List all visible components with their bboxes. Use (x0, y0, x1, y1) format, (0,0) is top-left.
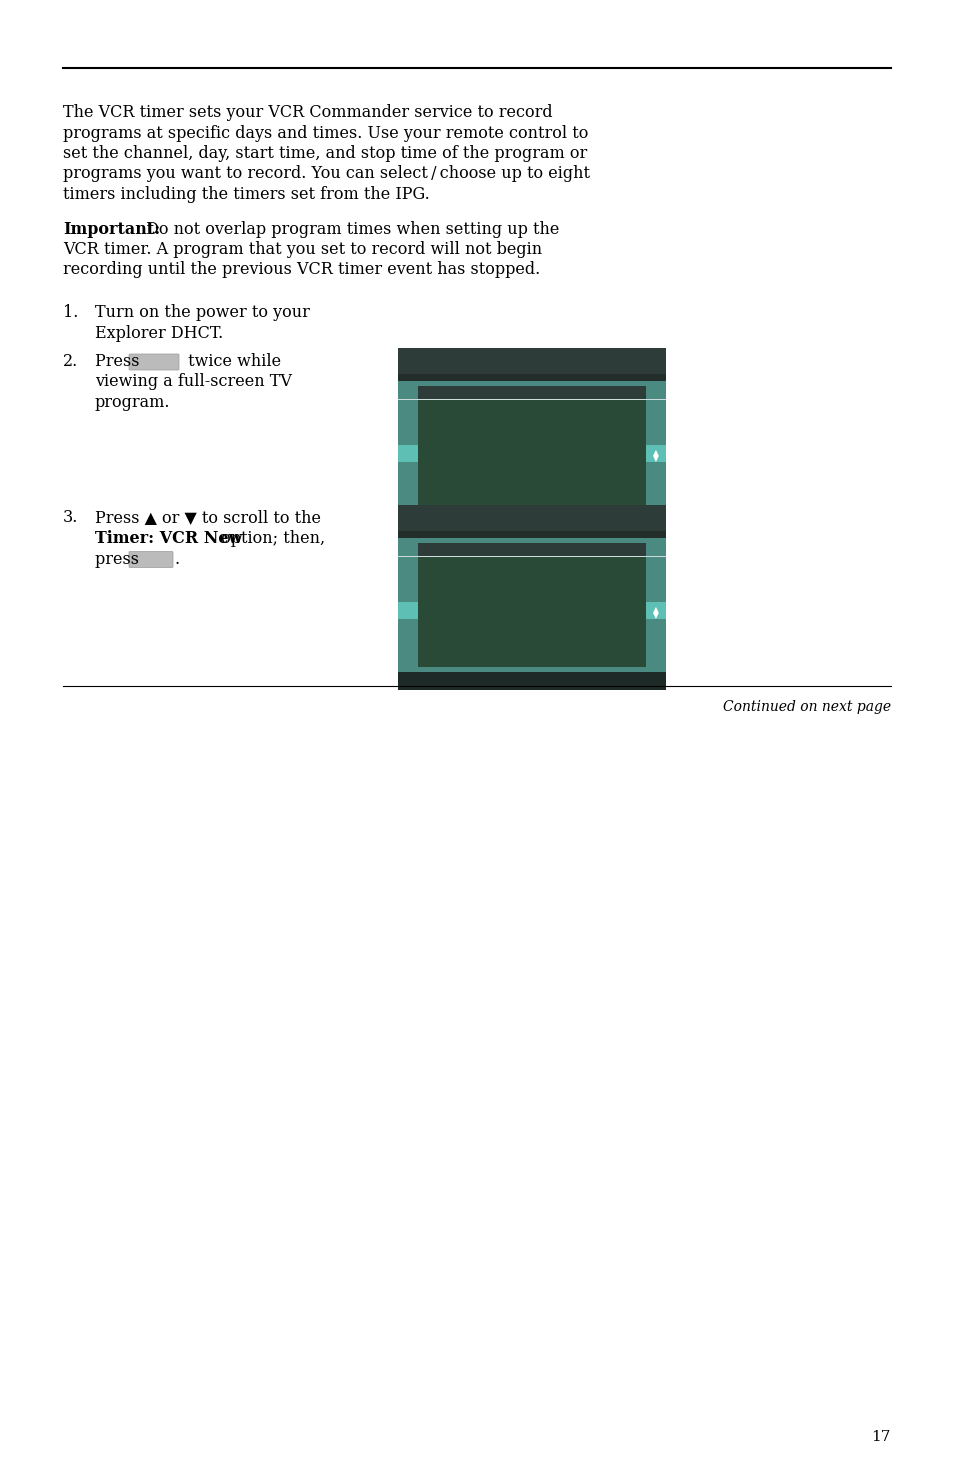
Bar (417, 445, 645, 462)
Text: The VCR timer sets your VCR Commander service to record: The VCR timer sets your VCR Commander se… (63, 105, 552, 121)
Bar (397, 531, 665, 537)
Text: program.: program. (95, 394, 171, 412)
Text: 17: 17 (871, 1429, 890, 1444)
Text: Important:: Important: (63, 220, 160, 237)
Bar (397, 510, 665, 515)
Bar (417, 556, 645, 667)
Text: ▲: ▲ (653, 448, 659, 457)
Text: .: . (174, 550, 180, 568)
Bar (417, 543, 645, 556)
Text: 1.: 1. (63, 304, 78, 322)
Text: Timer: VCR New: Timer: VCR New (95, 530, 242, 547)
Text: VCR timer. A program that you set to record will not begin: VCR timer. A program that you set to rec… (63, 240, 541, 258)
Bar (397, 543, 665, 556)
Bar (397, 515, 665, 532)
Bar (417, 386, 645, 400)
Text: ▼: ▼ (653, 454, 659, 463)
Text: twice while: twice while (183, 353, 281, 370)
Text: set the channel, day, start time, and stop time of the program or: set the channel, day, start time, and st… (63, 145, 587, 162)
Bar (397, 348, 665, 375)
Bar (397, 400, 665, 510)
Bar (397, 671, 665, 689)
Text: Press: Press (95, 353, 145, 370)
Text: programs you want to record. You can select / choose up to eight: programs you want to record. You can sel… (63, 165, 589, 183)
Text: Do not overlap program times when setting up the: Do not overlap program times when settin… (141, 220, 558, 237)
Text: option; then,: option; then, (215, 530, 325, 547)
Bar (397, 537, 665, 543)
Text: press: press (95, 550, 144, 568)
Text: Turn on the power to your: Turn on the power to your (95, 304, 310, 322)
Bar (397, 375, 665, 381)
Bar (397, 667, 665, 671)
Text: viewing a full-screen TV: viewing a full-screen TV (95, 373, 292, 391)
Bar (397, 602, 665, 618)
Text: ▲: ▲ (653, 605, 659, 614)
Text: Continued on next page: Continued on next page (722, 701, 890, 714)
Text: 2.: 2. (63, 353, 78, 370)
Text: Explorer DHCT.: Explorer DHCT. (95, 324, 223, 342)
Bar (417, 400, 645, 510)
Text: timers including the timers set from the IPG.: timers including the timers set from the… (63, 186, 429, 204)
Text: programs at specific days and times. Use your remote control to: programs at specific days and times. Use… (63, 124, 588, 142)
Bar (397, 386, 665, 400)
Text: recording until the previous VCR timer event has stopped.: recording until the previous VCR timer e… (63, 261, 539, 279)
Bar (417, 602, 645, 618)
Bar (397, 504, 665, 531)
Bar (397, 556, 665, 667)
Text: 3.: 3. (63, 509, 78, 527)
Bar (397, 445, 665, 462)
Text: Press ▲ or ▼ to scroll to the: Press ▲ or ▼ to scroll to the (95, 509, 320, 527)
FancyBboxPatch shape (129, 552, 172, 568)
Text: ▼: ▼ (653, 611, 659, 620)
Bar (397, 381, 665, 386)
FancyBboxPatch shape (129, 354, 179, 370)
